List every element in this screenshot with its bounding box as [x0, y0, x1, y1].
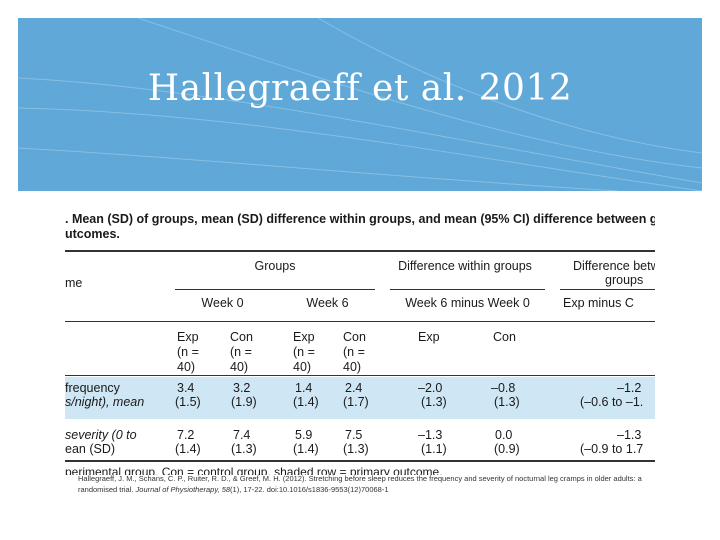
subheader-rule: [65, 321, 655, 322]
between-rule: [560, 289, 655, 290]
table-top-rule: [65, 250, 655, 252]
decorative-lines: [18, 18, 702, 191]
row1-w6-con: 2.4: [345, 381, 363, 395]
row2-w0-con: 7.4: [233, 428, 251, 442]
header-w0-con: Con: [230, 330, 253, 344]
row2-w6-exp: 5.9: [295, 428, 313, 442]
row2-w6-con: 7.5: [345, 428, 363, 442]
header-between-line1: Difference betw: [573, 259, 655, 273]
header-groups: Groups: [254, 259, 296, 273]
row2-diff-con: 0.0: [495, 428, 513, 442]
citation-pages: (1), 17-22. doi:10.1016/s1836-9553(12)70…: [230, 485, 389, 494]
primary-outcome-shade: [65, 377, 655, 419]
header-w0-con-n-value: 40): [230, 360, 249, 374]
row1-w0-con-sd: (1.9): [231, 395, 257, 409]
header-within-con: Con: [493, 330, 516, 344]
citation: Hallegraeff, J. M., Schans, C. P., Ruite…: [78, 473, 678, 495]
results-table: . Mean (SD) of groups, mean (SD) differe…: [65, 205, 655, 475]
header-w6-exp: Exp: [293, 330, 315, 344]
citation-authors: Hallegraeff, J. M., Schans, C. P., Ruite…: [78, 474, 642, 494]
header-week0: Week 0: [201, 296, 244, 310]
row1-label-line2: s/night), mean: [65, 395, 145, 409]
header-outcome: me: [65, 276, 83, 290]
row2-label-line2: ean (SD): [65, 442, 116, 456]
header-between-line2: groups: [605, 273, 644, 287]
row1-w6-exp: 1.4: [295, 381, 313, 395]
row1-w6-con-sd: (1.7): [343, 395, 369, 409]
row2-between: –1.3: [617, 428, 642, 442]
row1-w0-exp: 3.4: [177, 381, 195, 395]
header-w6-exp-n-value: 40): [293, 360, 312, 374]
table-footnote: perimental group, Con = control group, s…: [65, 465, 443, 475]
row1-w6-exp-sd: (1.4): [293, 395, 319, 409]
header-w6-con: Con: [343, 330, 366, 344]
header-w6-con-n: (n =: [343, 345, 365, 359]
row2-diff-exp: –1.3: [418, 428, 443, 442]
row1-label-line1: frequency: [65, 381, 120, 395]
slide-header: Hallegraeff et al. 2012: [18, 18, 702, 191]
row1-diff-con-sd: (1.3): [494, 395, 520, 409]
row1-between: –1.2: [617, 381, 642, 395]
header-within: Difference within groups: [398, 259, 532, 273]
table-caption-line1: . Mean (SD) of groups, mean (SD) differe…: [65, 212, 655, 226]
header-w0-exp-n-value: 40): [177, 360, 196, 374]
row1-w0-con: 3.2: [233, 381, 251, 395]
row1-between-ci: (–0.6 to –1.: [580, 395, 644, 409]
row2-w6-exp-sd: (1.4): [293, 442, 319, 456]
header-w6-con-n-value: 40): [343, 360, 362, 374]
row2-w0-exp: 7.2: [177, 428, 195, 442]
groups-rule: [175, 289, 375, 290]
header-w0-exp: Exp: [177, 330, 199, 344]
row2-w6-con-sd: (1.3): [343, 442, 369, 456]
header-w0-exp-n: (n =: [177, 345, 199, 359]
row2-label-line1: severity (0 to: [65, 428, 137, 442]
header-w0-con-n: (n =: [230, 345, 252, 359]
header-week6-minus-week0: Week 6 minus Week 0: [405, 296, 530, 310]
slide-title: Hallegraeff et al. 2012: [147, 68, 573, 109]
header-week6: Week 6: [306, 296, 349, 310]
row2-diff-exp-sd: (1.1): [421, 442, 447, 456]
table-caption-line2: utcomes.: [65, 227, 120, 241]
within-rule: [390, 289, 545, 290]
row1-diff-exp: –2.0: [418, 381, 443, 395]
row1-diff-exp-sd: (1.3): [421, 395, 447, 409]
row1-w0-exp-sd: (1.5): [175, 395, 201, 409]
row2-diff-con-sd: (0.9): [494, 442, 520, 456]
row2-w0-exp-sd: (1.4): [175, 442, 201, 456]
header-exp-minus-con: Exp minus C: [563, 296, 634, 310]
header-w6-exp-n: (n =: [293, 345, 315, 359]
table-bottom-rule: [65, 460, 655, 462]
row1-diff-con: –0.8: [491, 381, 516, 395]
row2-w0-con-sd: (1.3): [231, 442, 257, 456]
row2-between-ci: (–0.9 to 1.7: [580, 442, 644, 456]
header-within-exp: Exp: [418, 330, 440, 344]
citation-journal: Journal of Physiotherapy, 58: [135, 485, 231, 494]
header-bottom-rule: [65, 375, 655, 376]
